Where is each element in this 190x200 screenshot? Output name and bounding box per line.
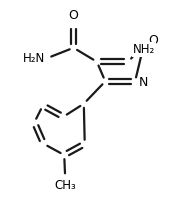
Text: N: N: [139, 76, 149, 89]
Text: CH₃: CH₃: [54, 179, 76, 192]
Text: O: O: [69, 9, 78, 22]
Text: O: O: [149, 34, 158, 47]
Text: NH₂: NH₂: [133, 43, 155, 56]
Text: H₂N: H₂N: [23, 52, 45, 65]
